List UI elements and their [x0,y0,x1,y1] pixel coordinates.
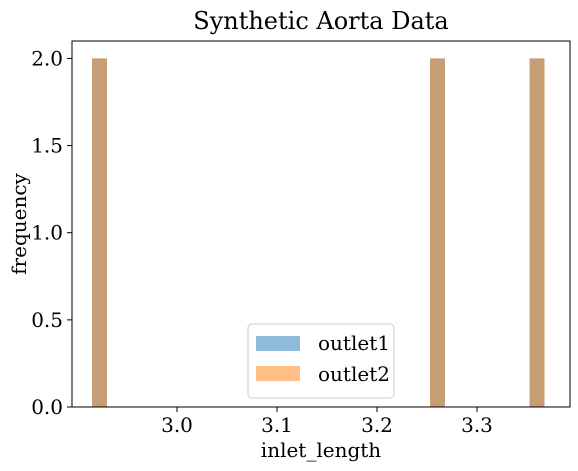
x-tick-label: 3.3 [461,413,493,437]
x-axis-ticks: 3.0 3.1 3.2 3.3 [161,407,493,437]
legend-swatch-outlet1 [256,336,300,351]
y-tick-label: 1.5 [31,134,63,158]
legend-swatch-outlet2 [256,366,300,381]
legend: outlet1 outlet2 [247,323,395,399]
y-axis-label: frequency [7,172,31,274]
legend-label-outlet1: outlet1 [318,331,390,355]
chart-title: Synthetic Aorta Data [193,7,449,35]
y-tick-label: 0.5 [31,308,63,332]
bar-outlet2-1 [430,58,445,408]
y-axis-ticks: 0.0 0.5 1.0 1.5 2.0 [31,46,72,419]
plot-frame [71,40,571,408]
bars-layer [92,58,545,408]
x-tick-label: 3.1 [261,413,293,437]
y-tick-label: 2.0 [31,46,63,70]
y-tick-label: 0.0 [31,395,63,419]
bar-outlet2-2 [529,58,545,408]
x-axis-label: inlet_length [261,438,382,462]
legend-label-outlet2: outlet2 [318,362,390,386]
x-tick-label: 3.2 [361,413,393,437]
bar-outlet2-0 [92,58,107,408]
y-tick-label: 1.0 [31,221,63,245]
x-tick-label: 3.0 [161,413,193,437]
